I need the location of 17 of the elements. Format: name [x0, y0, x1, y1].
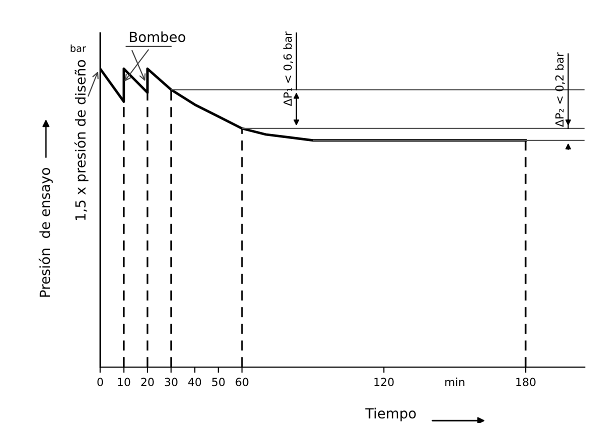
- x-tick-label: 60: [236, 378, 248, 386]
- text: 1,5 x presión de diseño: [74, 60, 88, 220]
- x-tick-label: 40: [188, 378, 202, 386]
- x-tick-label: 180: [516, 378, 536, 386]
- annotation: bar: [70, 44, 86, 52]
- x-tick-label: 0: [97, 378, 103, 386]
- annotation: Bombeo: [130, 31, 186, 42]
- x-tick-label: 120: [374, 378, 394, 386]
- x-tick-label: 30: [164, 378, 178, 386]
- text: min: [445, 378, 464, 386]
- x-tick-label: 10: [118, 378, 130, 386]
- x-tick-label: 50: [212, 378, 225, 386]
- x-tick-label: 20: [141, 378, 154, 386]
- annotation: ΔP₁ < 0,6 bar: [283, 31, 293, 106]
- y-axis-title: Presión de ensayo: [38, 168, 53, 297]
- annotation: ΔP₂ < 0,2 bar: [555, 52, 565, 127]
- x-axis-title: Tiempo: [365, 408, 416, 422]
